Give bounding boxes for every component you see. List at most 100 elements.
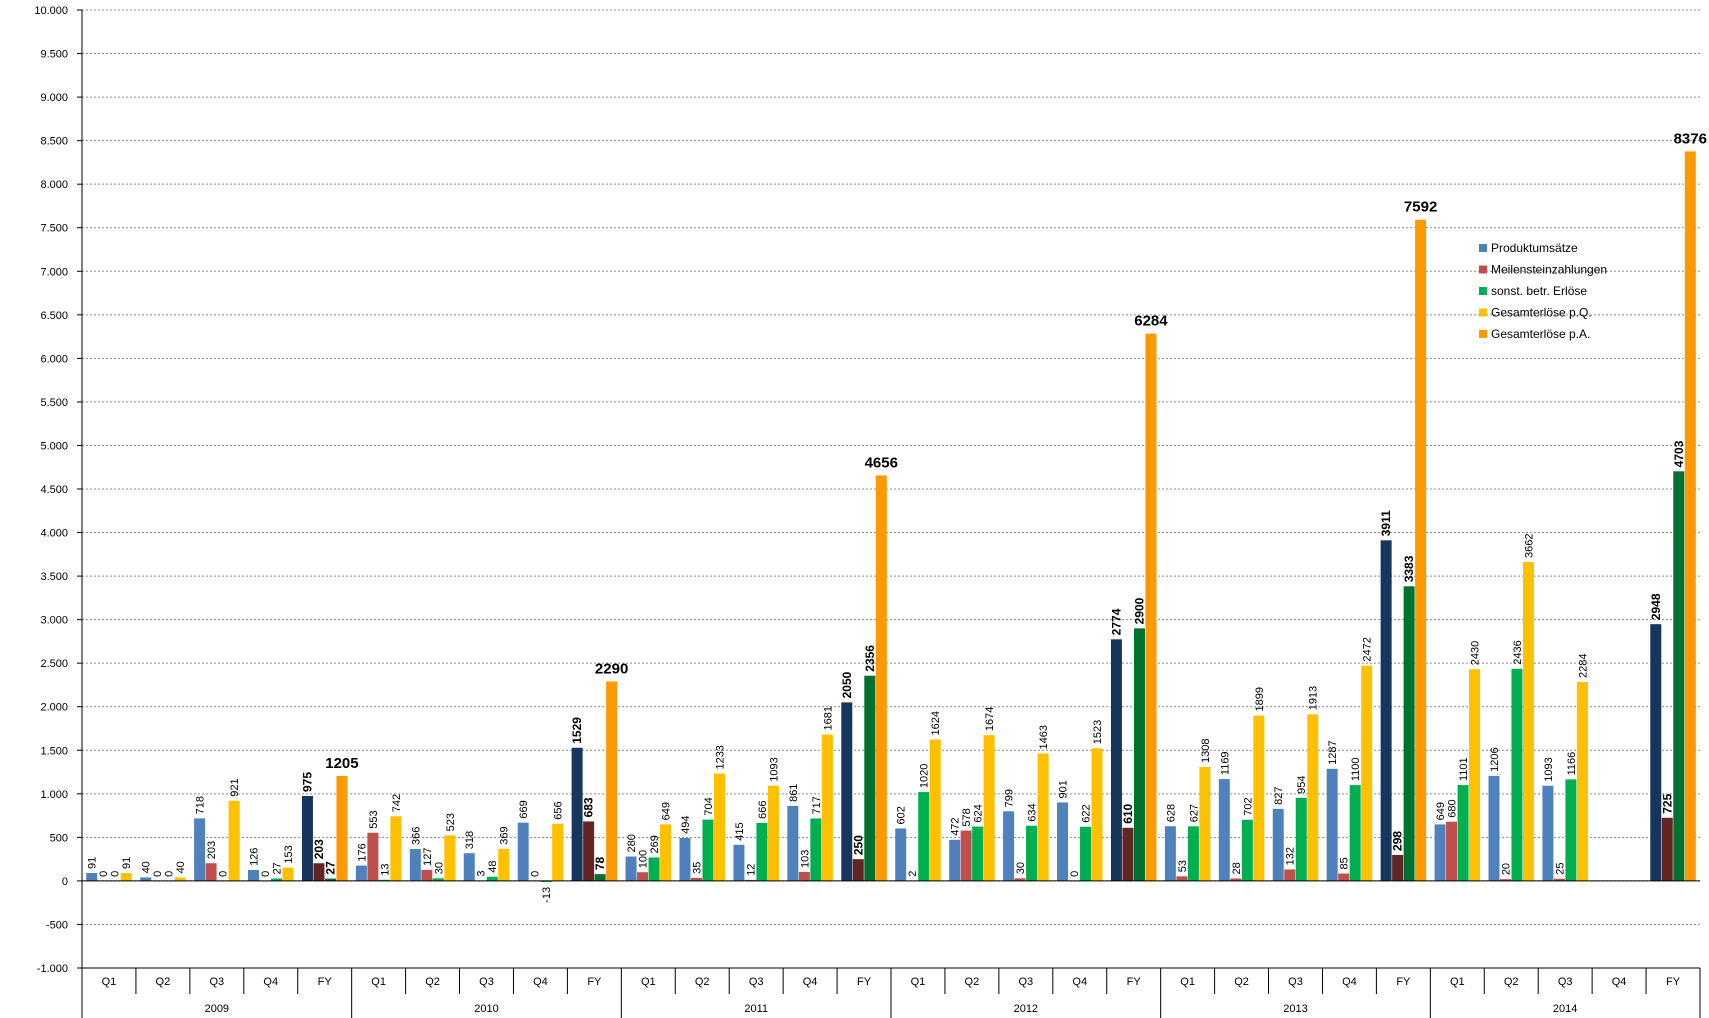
data-label: 622 xyxy=(1081,804,1093,822)
legend: Produktumsätze Meilensteinzahlungen sonst.… xyxy=(1479,241,1607,341)
data-label: 472 xyxy=(950,817,962,835)
x-year-label: 2011 xyxy=(744,1003,768,1015)
bar xyxy=(606,681,618,881)
legend-swatch xyxy=(1479,265,1487,274)
data-label: 203 xyxy=(312,839,326,859)
data-label: 30 xyxy=(1015,862,1027,874)
data-label: 1093 xyxy=(768,757,780,781)
x-tick-label: FY xyxy=(1666,976,1681,988)
bar xyxy=(1003,811,1015,881)
data-label: 3911 xyxy=(1379,510,1393,536)
y-tick-label: 3.000 xyxy=(40,615,68,627)
data-label: 1169 xyxy=(1219,751,1231,775)
data-label: 8376 xyxy=(1674,130,1707,147)
x-tick-label: Q3 xyxy=(479,976,494,988)
data-label: 27 xyxy=(323,861,337,875)
bar xyxy=(1080,826,1092,881)
y-tick-label: 7.500 xyxy=(40,223,68,235)
data-label: 78 xyxy=(593,856,607,870)
x-tick-label: Q1 xyxy=(641,976,656,988)
bar xyxy=(86,872,98,881)
bar xyxy=(702,819,714,881)
bar xyxy=(1164,826,1176,881)
bar xyxy=(679,837,691,881)
data-label: 415 xyxy=(734,822,746,840)
data-label: 91 xyxy=(87,857,99,869)
bar xyxy=(875,475,887,881)
bar xyxy=(949,839,961,881)
data-label: 523 xyxy=(445,813,457,831)
data-label: 176 xyxy=(356,843,368,861)
data-label: 2900 xyxy=(1132,597,1146,624)
data-label: 1287 xyxy=(1327,740,1339,764)
x-tick-label: FY xyxy=(1396,976,1411,988)
bar xyxy=(1415,219,1427,881)
data-label: 153 xyxy=(283,845,295,863)
data-label: 298 xyxy=(1391,831,1405,851)
y-tick-label: 5.500 xyxy=(40,397,68,409)
x-tick-label: Q4 xyxy=(803,976,818,988)
y-tick-label: 9.500 xyxy=(40,49,68,61)
data-label: 2 xyxy=(907,871,919,877)
bar xyxy=(810,818,822,881)
bar xyxy=(895,828,907,881)
bar xyxy=(1199,766,1211,881)
x-tick-label: Q2 xyxy=(425,976,440,988)
data-label: 3662 xyxy=(1523,533,1535,557)
legend-swatch xyxy=(1479,308,1487,317)
data-label: 494 xyxy=(680,816,692,834)
data-label: 20 xyxy=(1500,863,1512,875)
bar xyxy=(1037,753,1049,881)
data-label: 132 xyxy=(1285,847,1297,865)
data-label: 954 xyxy=(1296,775,1308,793)
x-tick-label: Q3 xyxy=(1558,976,1573,988)
data-label: 669 xyxy=(518,800,530,818)
data-label: 369 xyxy=(499,826,511,844)
data-label: 12 xyxy=(745,864,757,876)
bar xyxy=(336,775,348,881)
bar xyxy=(1661,817,1673,881)
x-tick-label: Q2 xyxy=(1234,976,1249,988)
legend-label: sonst. betr. Erlöse xyxy=(1491,284,1587,298)
x-tick-label: Q1 xyxy=(1180,976,1195,988)
data-label: 718 xyxy=(195,796,207,814)
bar xyxy=(517,822,529,881)
bar xyxy=(248,869,260,881)
data-label: 725 xyxy=(1660,793,1674,813)
bar xyxy=(1650,624,1662,881)
x-tick-label: Q3 xyxy=(1018,976,1033,988)
bar xyxy=(625,856,637,881)
y-tick-label: 2.500 xyxy=(40,658,68,670)
data-label: 127 xyxy=(422,847,434,865)
bar xyxy=(120,872,132,881)
y-tick-label: -1.000 xyxy=(37,963,68,975)
y-tick-label: 3.500 xyxy=(40,571,68,583)
bar xyxy=(972,826,984,881)
x-year-label: 2013 xyxy=(1283,1003,1307,1015)
bar xyxy=(1380,540,1392,881)
bar xyxy=(1230,878,1242,881)
y-tick-label: -500 xyxy=(46,919,68,931)
data-label: 1523 xyxy=(1092,720,1104,744)
x-tick-label: Q4 xyxy=(1612,976,1627,988)
data-label: 1101 xyxy=(1458,757,1470,781)
bars-layer xyxy=(86,151,1696,883)
data-label: 0 xyxy=(260,871,272,877)
bar xyxy=(1542,785,1554,881)
data-label: 0 xyxy=(110,871,122,877)
bar xyxy=(1469,669,1481,881)
data-label: 250 xyxy=(851,835,865,855)
data-label: 40 xyxy=(175,861,187,873)
bar xyxy=(194,818,206,881)
data-label: 1100 xyxy=(1350,757,1362,781)
data-label: 28 xyxy=(1231,862,1243,874)
data-label: 649 xyxy=(661,802,673,820)
bar xyxy=(918,792,930,881)
bar xyxy=(301,795,313,881)
data-label: 624 xyxy=(973,804,985,822)
x-year-label: 2012 xyxy=(1014,1003,1038,1015)
data-label: 103 xyxy=(799,850,811,868)
x-tick-label: Q1 xyxy=(911,976,926,988)
bar xyxy=(1091,748,1103,881)
